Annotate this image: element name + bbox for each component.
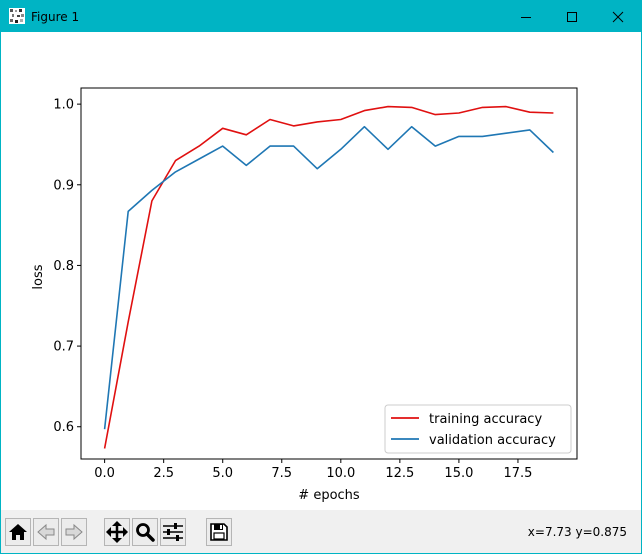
y-tick-label: 0.7 <box>53 340 74 355</box>
cursor-coordinates: x=7.73 y=0.875 <box>527 525 627 539</box>
arrow-left-icon <box>37 523 55 541</box>
navigation-toolbar: x=7.73 y=0.875 <box>1 510 641 553</box>
y-tick-label: 0.8 <box>53 259 74 274</box>
maximize-icon <box>567 11 577 22</box>
series-line-training-accuracy <box>103 105 554 449</box>
window-title: Figure 1 <box>31 10 80 24</box>
x-axis-label: # epochs <box>298 488 360 503</box>
x-tick-label: 5.0 <box>212 466 233 481</box>
save-button[interactable] <box>206 518 232 546</box>
figure-canvas[interactable]: 0.0 2.5 5.0 7.5 10.0 12.5 15.0 17.5 0.6 0.7 0.8 0.9… <box>1 32 641 510</box>
home-icon <box>9 524 27 540</box>
y-tick-label: 0.6 <box>53 420 74 435</box>
legend-box <box>384 404 572 454</box>
move-icon <box>106 521 128 543</box>
y-axis-label: loss <box>31 264 46 289</box>
subplots-button[interactable] <box>160 518 186 546</box>
x-tick-label: 0.0 <box>94 466 115 481</box>
y-tick-label: 1.0 <box>53 98 74 113</box>
close-icon <box>612 11 624 22</box>
minimize-button[interactable] <box>503 1 549 32</box>
x-tick-label: 7.5 <box>271 466 292 481</box>
series-line-validation-accuracy <box>103 125 554 430</box>
x-tick-label: 17.5 <box>503 466 532 481</box>
x-tick-label: 15.0 <box>444 466 473 481</box>
sliders-icon <box>163 523 183 541</box>
floppy-disk-icon <box>210 523 228 541</box>
zoom-button[interactable] <box>132 518 158 546</box>
forward-button[interactable] <box>61 518 87 546</box>
home-button[interactable] <box>5 518 31 546</box>
y-tick-label: 0.9 <box>53 178 74 193</box>
x-tick-label: 10.0 <box>326 466 355 481</box>
x-tick-label: 2.5 <box>153 466 174 481</box>
arrow-right-icon <box>65 523 83 541</box>
close-button[interactable] <box>595 1 641 32</box>
back-button[interactable] <box>33 518 59 546</box>
app-icon <box>9 8 25 24</box>
legend-label: validation accuracy <box>429 433 556 448</box>
x-tick-label: 12.5 <box>385 466 414 481</box>
title-bar[interactable]: Figure 1 <box>1 1 641 32</box>
minimize-icon <box>521 16 531 18</box>
plot-frame <box>80 87 578 460</box>
magnifier-icon <box>136 523 155 542</box>
pan-button[interactable] <box>104 518 130 546</box>
accuracy-line-chart[interactable]: 0.0 2.5 5.0 7.5 10.0 12.5 15.0 17.5 0.6 0.7 0.8 0.9… <box>1 32 641 510</box>
legend-label: training accuracy <box>429 412 542 427</box>
maximize-button[interactable] <box>549 1 595 32</box>
